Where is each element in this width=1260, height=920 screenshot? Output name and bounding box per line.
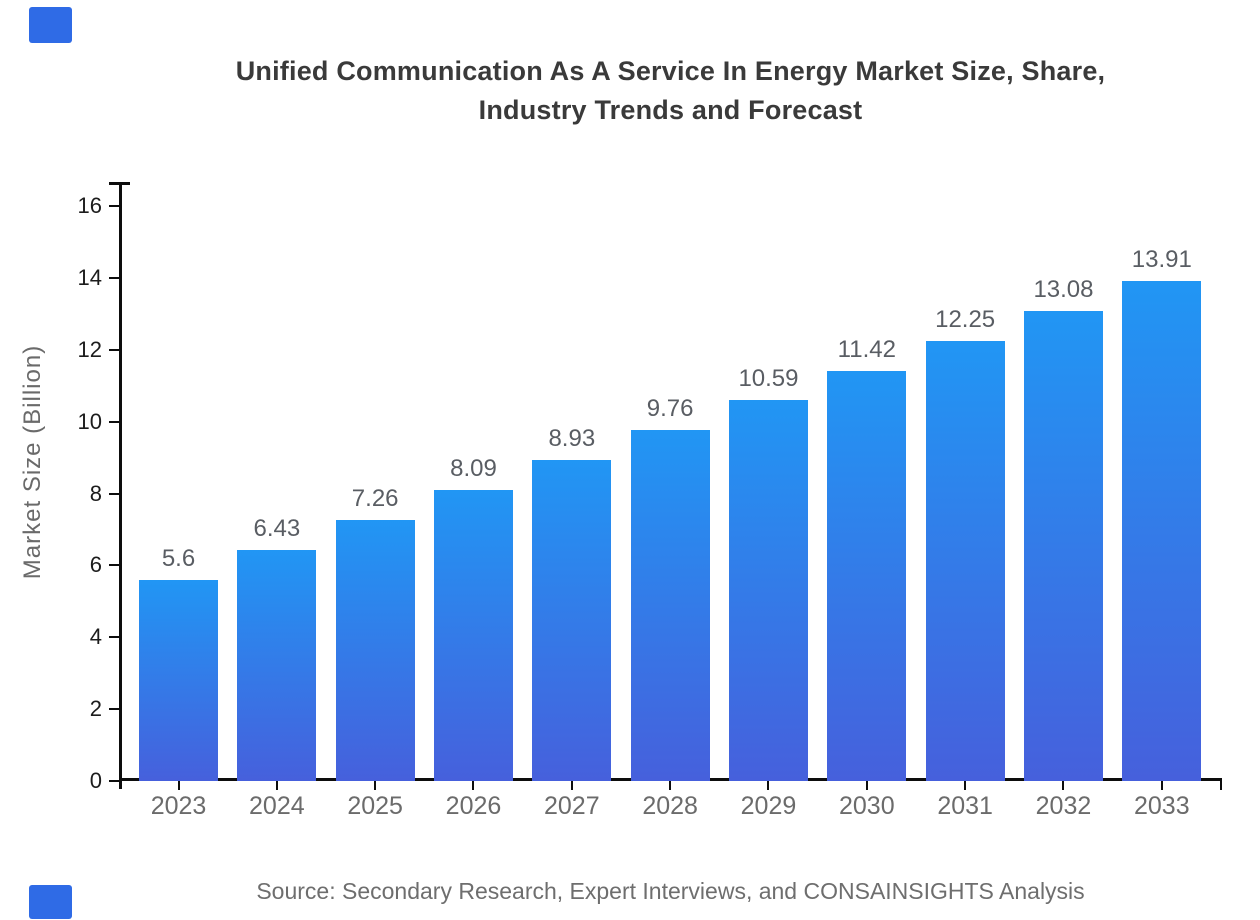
chart-title: Unified Communication As A Service In En… <box>119 52 1222 130</box>
y-axis-title: Market Size (Billion) <box>19 344 46 580</box>
x-tick-label: 2033 <box>1133 792 1190 820</box>
x-tick-label: 2029 <box>740 792 797 820</box>
plot-area: 0 2 4 6 8 10 12 14 16 5.6 2023 6.43 2024 7.26 2025 8.09… <box>78 182 1222 820</box>
y-tick-mark <box>109 492 119 495</box>
x-tick-mark <box>374 781 377 790</box>
bar <box>925 340 1005 781</box>
x-tick-mark <box>767 781 770 790</box>
x-tick-label: 2030 <box>838 792 895 820</box>
y-tick-label: 12 <box>77 336 102 362</box>
bar-value-label: 9.76 <box>646 395 694 423</box>
x-tick-mark <box>275 781 278 790</box>
bar <box>139 579 218 781</box>
corner-accent-top-left <box>29 7 72 43</box>
chart-title-line2: Industry Trends and Forecast <box>478 95 863 125</box>
x-tick-label: 2032 <box>1035 792 1092 820</box>
y-tick-label: 6 <box>89 552 102 578</box>
bar <box>335 520 415 781</box>
source-note: Source: Secondary Research, Expert Inter… <box>256 878 1085 904</box>
y-tick-mark <box>109 564 119 567</box>
x-tick-label: 2024 <box>249 792 305 820</box>
y-tick-label: 10 <box>77 408 102 434</box>
bar-value-label: 12.25 <box>935 305 996 333</box>
y-tick-mark <box>109 276 119 279</box>
corner-accent-bottom-left <box>29 885 72 919</box>
y-tick-mark <box>109 636 119 639</box>
y-tick-label: 16 <box>77 193 102 218</box>
bar-value-label: 6.43 <box>253 514 301 542</box>
bar-value-label: 8.09 <box>450 455 497 483</box>
x-tick-mark <box>1062 781 1065 790</box>
bar-value-label: 10.59 <box>738 365 799 393</box>
bar-value-label: 7.26 <box>351 485 399 513</box>
y-tick-mark <box>109 205 119 207</box>
bar <box>630 430 710 781</box>
x-tick-label: 2026 <box>445 792 502 820</box>
x-tick-mark <box>964 781 967 790</box>
x-tick-label: 2027 <box>544 792 600 820</box>
y-tick-label: 0 <box>89 768 102 793</box>
y-tick-label: 4 <box>89 624 102 650</box>
x-tick-mark <box>865 781 868 790</box>
y-tick-label: 8 <box>89 480 102 506</box>
y-tick-mark <box>109 780 119 782</box>
bar-value-label: 13.08 <box>1033 275 1094 303</box>
bar-value-label: 11.42 <box>837 335 896 363</box>
y-tick-label: 14 <box>77 264 102 290</box>
x-axis-end-tick <box>1220 781 1222 790</box>
x-tick-mark <box>177 781 180 790</box>
bar <box>728 400 808 781</box>
bar <box>827 370 907 781</box>
bar-value-label: 13.91 <box>1131 246 1192 274</box>
y-tick-mark <box>109 420 119 423</box>
chart-title-line1: Unified Communication As A Service In En… <box>235 56 1106 86</box>
bar-value-label: 5.6 <box>161 544 196 572</box>
x-tick-label: 2031 <box>937 792 993 820</box>
y-tick-label: 2 <box>89 696 102 722</box>
bar <box>1023 310 1103 781</box>
bar <box>237 549 317 781</box>
x-tick-mark <box>472 781 475 790</box>
bar-value-label: 8.93 <box>548 425 596 453</box>
y-tick-mark <box>109 708 119 711</box>
x-tick-mark <box>669 781 672 790</box>
x-tick-label: 2025 <box>347 792 403 820</box>
bar <box>1122 281 1202 781</box>
x-tick-label: 2023 <box>150 792 207 820</box>
x-tick-mark <box>1160 781 1163 790</box>
x-tick-label: 2028 <box>642 792 698 820</box>
bar <box>433 490 513 781</box>
x-tick-mark <box>570 781 573 790</box>
y-tick-mark <box>109 348 119 351</box>
y-axis-line <box>119 182 122 789</box>
bar <box>532 460 612 781</box>
